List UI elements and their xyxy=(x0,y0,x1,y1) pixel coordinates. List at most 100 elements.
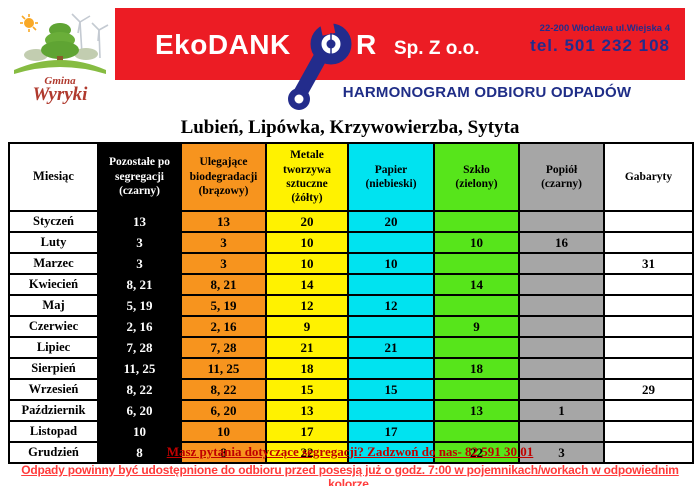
date-cell xyxy=(518,315,605,338)
header-label: Miesiąc xyxy=(33,169,74,184)
date-cell: 10 xyxy=(433,231,520,254)
footer-instruction-line: Odpady powinny być udostępnione do odbio… xyxy=(21,463,679,486)
date-cell: 20 xyxy=(347,210,435,233)
date-cell: 17 xyxy=(347,420,435,443)
date-cell xyxy=(347,315,435,338)
date-cell: 8 xyxy=(97,441,182,464)
date-cell: 10 xyxy=(265,252,349,275)
date-cell: 3 xyxy=(518,441,605,464)
month-cell: Październik xyxy=(8,399,99,422)
header-note: (brązowy) xyxy=(198,185,249,198)
date-cell: 22 xyxy=(265,441,349,464)
table-row: Październik 6, 20 6, 20 13 13 1 xyxy=(8,399,694,422)
header-note: (żółty) xyxy=(291,192,323,205)
brand-name-part2: R xyxy=(356,29,377,60)
date-cell xyxy=(518,336,605,359)
date-cell: 21 xyxy=(347,336,435,359)
date-cell xyxy=(518,294,605,317)
date-cell: 20 xyxy=(265,210,349,233)
date-cell: 21 xyxy=(265,336,349,359)
date-cell: 10 xyxy=(97,420,182,443)
date-cell: 13 xyxy=(97,210,182,233)
month-cell: Maj xyxy=(8,294,99,317)
header-row: Miesiąc Pozostałe po segregacji (czarny) … xyxy=(8,142,694,212)
date-cell: 11, 25 xyxy=(97,357,182,380)
table-row: Kwiecień 8, 21 8, 21 14 14 xyxy=(8,273,694,296)
date-cell: 3 xyxy=(180,231,267,254)
date-cell: 13 xyxy=(265,399,349,422)
header-bulky: Gabaryty xyxy=(603,142,694,212)
date-cell xyxy=(433,252,520,275)
date-cell xyxy=(603,336,694,359)
logo-artwork-icon: Gmina Wyryki xyxy=(14,13,109,105)
date-cell xyxy=(603,210,694,233)
date-cell: 13 xyxy=(180,210,267,233)
date-cell: 3 xyxy=(180,252,267,275)
date-cell: 29 xyxy=(603,378,694,401)
month-cell: Grudzień xyxy=(8,441,99,464)
date-cell xyxy=(518,357,605,380)
date-cell: 12 xyxy=(265,294,349,317)
date-cell: 12 xyxy=(347,294,435,317)
date-cell: 18 xyxy=(265,357,349,380)
logo-text-wyryki: Wyryki xyxy=(33,84,89,105)
date-cell: 2, 16 xyxy=(180,315,267,338)
logo-text-gmina: Gmina xyxy=(44,75,76,87)
date-cell: 7, 28 xyxy=(180,336,267,359)
date-cell xyxy=(433,336,520,359)
table-row: Marzec 3 3 10 10 31 xyxy=(8,252,694,275)
date-cell xyxy=(347,231,435,254)
date-cell xyxy=(518,273,605,296)
month-cell: Styczeń xyxy=(8,210,99,233)
date-cell: 10 xyxy=(265,231,349,254)
header-label: Pozostałe po segregacji xyxy=(108,156,170,183)
date-cell: 9 xyxy=(265,315,349,338)
header-note: (czarny) xyxy=(541,178,582,190)
date-cell: 17 xyxy=(265,420,349,443)
header-glass: Szkło (zielony) xyxy=(433,142,520,212)
header-label: Gabaryty xyxy=(624,170,673,183)
table-row: Lipiec 7, 28 7, 28 21 21 xyxy=(8,336,694,359)
date-cell xyxy=(603,273,694,296)
page-title: Lubień, Lipówka, Krzywowierzba, Sytyta xyxy=(180,117,520,138)
month-cell: Lipiec xyxy=(8,336,99,359)
brand-company-type: Sp. Z o.o. xyxy=(394,38,480,59)
month-cell: Czerwiec xyxy=(8,315,99,338)
date-cell: 3 xyxy=(97,252,182,275)
date-cell: 15 xyxy=(265,378,349,401)
date-cell: 8, 21 xyxy=(180,273,267,296)
schedule-table: Miesiąc Pozostałe po segregacji (czarny) … xyxy=(8,142,694,464)
table-row: Maj 5, 19 5, 19 12 12 xyxy=(8,294,694,317)
date-cell xyxy=(518,378,605,401)
date-cell xyxy=(347,441,435,464)
date-cell: 13 xyxy=(433,399,520,422)
date-cell: 5, 19 xyxy=(180,294,267,317)
table-row: Grudzień 8 8 22 22 3 xyxy=(8,441,694,464)
date-cell xyxy=(433,294,520,317)
header-note: (czarny) xyxy=(119,185,160,198)
header-label: Papier xyxy=(374,163,408,176)
date-cell: 8, 22 xyxy=(97,378,182,401)
date-cell xyxy=(347,273,435,296)
date-cell xyxy=(603,357,694,380)
date-cell: 10 xyxy=(180,420,267,443)
date-cell: 10 xyxy=(347,252,435,275)
header-residual: Pozostałe po segregacji (czarny) xyxy=(97,142,182,212)
date-cell xyxy=(433,378,520,401)
sun-icon xyxy=(20,14,38,32)
date-cell xyxy=(603,231,694,254)
table-row: Styczeń 13 13 20 20 xyxy=(8,210,694,233)
date-cell: 7, 28 xyxy=(97,336,182,359)
footer-question-line: Masz pytania dotyczące segregacji? Zadzw… xyxy=(166,444,534,459)
header-label: Metale tworzywa sztuczne xyxy=(283,149,331,190)
date-cell: 8 xyxy=(180,441,267,464)
date-cell xyxy=(603,399,694,422)
date-cell: 31 xyxy=(603,252,694,275)
company-banner xyxy=(115,8,685,80)
bush-icon xyxy=(74,48,98,60)
date-cell: 16 xyxy=(518,231,605,254)
harmonogram-tagline: HARMONOGRAM ODBIORU ODPADÓW xyxy=(342,84,632,101)
date-cell xyxy=(603,420,694,443)
month-cell: Wrzesień xyxy=(8,378,99,401)
